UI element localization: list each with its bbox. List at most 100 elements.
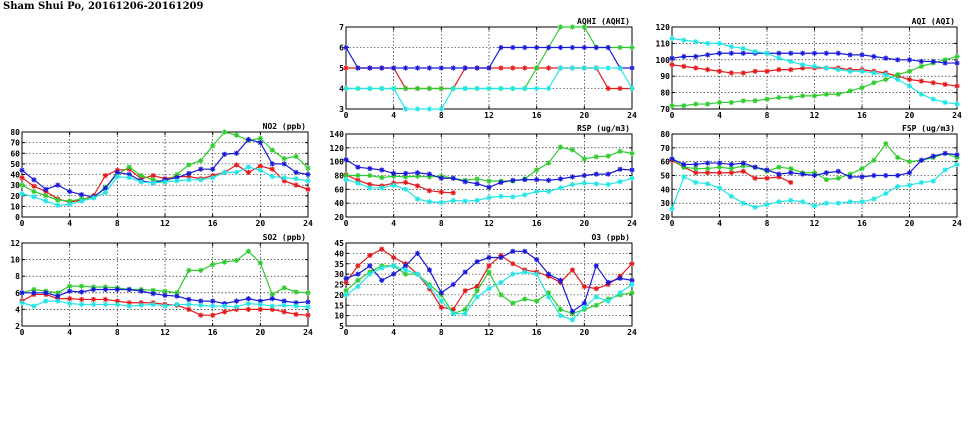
data-point-blue (462, 269, 468, 275)
chart-aqi: 0 4 8 12 16 20 24 70 80 90 100 110 120 AQI (AQI) (656, 17, 962, 120)
data-point-green (847, 171, 853, 177)
data-point-red (930, 80, 936, 86)
data-point-blue (498, 179, 504, 186)
data-point-red (764, 68, 770, 74)
y-tick-label: 70 (10, 139, 20, 148)
x-tick-label: 4 (391, 328, 396, 337)
data-point-blue (402, 170, 409, 177)
page-title: Sham Shui Po, 20161206-20161209 (3, 1, 204, 12)
data-point-red (764, 175, 770, 181)
data-point-cyan (942, 167, 948, 173)
data-point-cyan (293, 176, 299, 182)
data-point-red (245, 169, 252, 175)
data-point-blue (402, 263, 409, 269)
data-point-cyan (617, 65, 623, 71)
data-point-cyan (233, 169, 240, 175)
data-point-green (221, 259, 228, 265)
data-point-cyan (233, 304, 240, 310)
data-point-green (847, 88, 853, 94)
x-tick-label: 16 (857, 111, 867, 120)
series-line-blue (345, 46, 632, 69)
data-point-green (210, 261, 216, 268)
data-point-blue (930, 153, 936, 159)
data-point-cyan (462, 85, 468, 92)
x-tick-label: 20 (905, 111, 915, 120)
data-point-cyan (859, 199, 865, 205)
x-tick-label: 20 (256, 219, 266, 228)
data-point-blue (705, 160, 711, 166)
data-point-red (593, 286, 599, 292)
data-point-green (788, 165, 794, 172)
y-tick-label: 5 (339, 64, 344, 73)
data-point-green (126, 164, 132, 170)
data-point-green (617, 44, 623, 51)
data-point-blue (871, 53, 877, 60)
data-point-green (269, 291, 275, 298)
data-point-blue (402, 65, 409, 71)
data-point-blue (355, 271, 361, 277)
y-tick-label: 30 (10, 181, 20, 190)
data-point-blue (883, 172, 889, 179)
y-tick-label: 60 (660, 158, 670, 167)
series-line-red (345, 174, 454, 194)
x-tick-label: 16 (532, 219, 542, 228)
data-point-cyan (534, 188, 540, 195)
data-point-cyan (414, 106, 421, 112)
x-tick-label: 20 (580, 219, 590, 228)
x-tick-label: 20 (905, 219, 915, 228)
y-tick-label: 25 (334, 281, 344, 290)
data-point-green (859, 165, 865, 172)
data-point-cyan (126, 303, 132, 309)
data-point-green (716, 99, 723, 106)
data-point-cyan (522, 269, 528, 275)
data-point-red (569, 267, 576, 273)
data-point-red (426, 188, 433, 194)
data-point-cyan (681, 174, 687, 180)
data-point-cyan (355, 85, 361, 92)
data-point-green (426, 174, 433, 180)
data-point-green (474, 176, 480, 182)
data-point-green (871, 80, 877, 86)
data-point-cyan (90, 195, 97, 201)
data-point-green (593, 302, 599, 308)
data-point-cyan (450, 197, 456, 203)
data-point-red (498, 65, 504, 71)
data-point-cyan (162, 303, 168, 309)
data-point-cyan (510, 271, 516, 277)
data-point-blue (534, 177, 540, 183)
data-point-cyan (800, 62, 806, 68)
x-tick-label: 20 (580, 328, 590, 337)
data-point-cyan (545, 85, 552, 92)
data-point-green (31, 286, 37, 293)
data-point-cyan (150, 180, 156, 186)
x-tick-label: 16 (532, 111, 542, 120)
data-point-green (716, 164, 723, 170)
data-point-red (355, 263, 361, 269)
data-point-blue (510, 177, 516, 183)
data-point-cyan (705, 181, 711, 187)
data-point-cyan (102, 301, 109, 308)
y-tick-label: 6 (15, 289, 20, 298)
data-point-green (776, 164, 782, 170)
data-point-cyan (669, 206, 675, 212)
data-point-red (150, 172, 156, 179)
data-point-green (293, 153, 299, 160)
data-point-blue (918, 58, 924, 65)
data-point-red (438, 189, 444, 195)
data-point-blue (859, 174, 865, 180)
data-point-cyan (462, 198, 468, 204)
data-point-cyan (450, 310, 456, 317)
data-point-green (835, 175, 841, 181)
y-tick-label: 120 (656, 23, 671, 32)
data-point-red (402, 179, 409, 186)
data-point-blue (522, 177, 528, 183)
data-point-cyan (78, 198, 85, 204)
data-point-cyan (906, 83, 913, 89)
x-tick-label: 12 (484, 328, 494, 337)
data-point-green (498, 292, 504, 298)
data-point-red (221, 309, 228, 315)
data-point-green (233, 257, 240, 264)
data-point-green (557, 24, 564, 30)
data-point-blue (114, 169, 120, 175)
data-point-blue (221, 151, 228, 157)
